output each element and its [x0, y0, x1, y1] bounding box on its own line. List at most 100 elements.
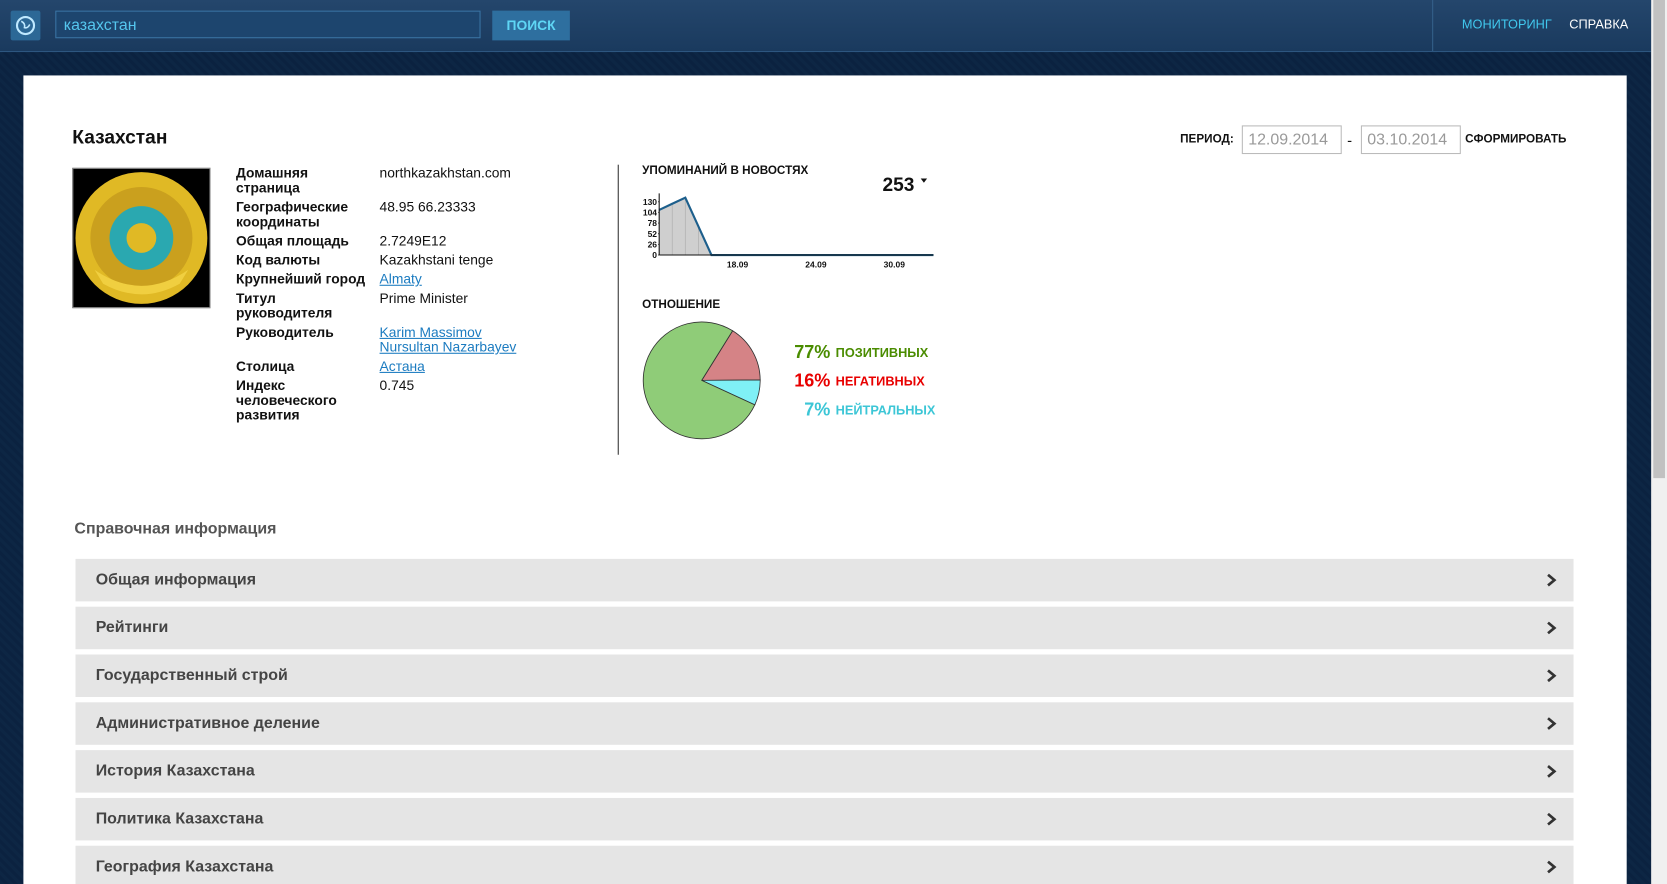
- legend-label: НЕЙТРАЛЬНЫХ: [836, 402, 936, 417]
- entity-title: Казахстан: [72, 126, 168, 148]
- scrollbar-thumb[interactable]: [1653, 0, 1665, 479]
- chevron-path: [1547, 717, 1557, 730]
- content-panel: [23, 75, 1627, 884]
- info-label: Руководитель: [236, 324, 334, 340]
- accordion-title: Государственный строй: [95, 666, 288, 685]
- info-row: Географические координаты 48.95 66.23333: [233, 199, 520, 233]
- chevron-path: [1547, 621, 1557, 635]
- x-tick-label: 24.09: [805, 260, 827, 270]
- y-tick-label: 130: [643, 197, 657, 207]
- info-value-cell: Prime Minister: [376, 290, 519, 324]
- x-tick-label: 30.09: [884, 260, 906, 270]
- info-value: 2.7249E12: [379, 232, 447, 249]
- period-separator: -: [1347, 131, 1353, 149]
- info-label: Крупнейший город: [236, 270, 366, 287]
- search-input[interactable]: казахстан: [55, 10, 481, 39]
- info-link[interactable]: Almaty: [379, 270, 422, 287]
- chevron-path: [1547, 860, 1557, 874]
- accordion-item[interactable]: Политика Казахстана: [75, 797, 1574, 841]
- info-row: Столица Астана: [233, 358, 520, 377]
- period-label: ПЕРИОД:: [1180, 132, 1234, 146]
- info-row: Код валюты Kazakhstani tenge: [233, 252, 520, 271]
- y-tick-label: 52: [648, 229, 658, 239]
- accordion-item[interactable]: Общая информация: [75, 558, 1574, 602]
- date-from[interactable]: 12.09.2014: [1241, 125, 1342, 155]
- accordion-title: Политика Казахстана: [95, 809, 264, 828]
- info-label: Код валюты: [236, 251, 321, 268]
- pie-slice: [642, 321, 756, 440]
- info-label: Индекс человеческого развития: [236, 377, 337, 423]
- area-fill: [659, 197, 934, 255]
- info-label: Географические координаты: [236, 198, 349, 230]
- legend-value: 16%: [794, 371, 830, 391]
- reference-title: Справочная информация: [74, 519, 277, 538]
- info-value: 0.745: [379, 377, 415, 394]
- accordion-title: История Казахстана: [95, 761, 255, 780]
- y-tick-label: 26: [648, 240, 658, 250]
- nav-link[interactable]: СПРАВКА: [1569, 17, 1629, 32]
- info-value: Kazakhstani tenge: [379, 251, 494, 268]
- info-row: Домашняя страница northkazakhstan.com: [233, 165, 520, 199]
- accordion-title: География Казахстана: [95, 857, 274, 876]
- legend-label: НЕГАТИВНЫХ: [836, 374, 926, 389]
- accordion-item[interactable]: Рейтинги: [75, 606, 1574, 650]
- info-value-cell: Kazakhstani tenge: [376, 252, 519, 271]
- info-row: Общая площадь 2.7249E12: [233, 233, 520, 252]
- info-row: Титул руководителя Prime Minister: [233, 290, 520, 324]
- search-button[interactable]: ПОИСК: [492, 10, 570, 41]
- info-value-cell: Almaty: [376, 271, 519, 290]
- chevron: [1547, 812, 1557, 826]
- info-label: Общая площадь: [236, 232, 349, 249]
- info-value-cell: 2.7249E12: [376, 233, 519, 252]
- total-dropdown: [920, 178, 928, 183]
- chevron-path: [1547, 765, 1557, 778]
- emblem-image: [75, 172, 208, 304]
- info-link[interactable]: Nursultan Nazarbayev: [379, 338, 517, 355]
- chevron: [1547, 669, 1557, 683]
- accordion-title: Общая информация: [95, 570, 257, 589]
- accordion-item[interactable]: Государственный строй: [75, 654, 1574, 697]
- info-value: northkazakhstan.com: [379, 164, 511, 181]
- info-label: Титул руководителя: [236, 290, 333, 321]
- chevron-path: [1547, 573, 1557, 587]
- y-tick-label: 104: [643, 208, 657, 218]
- info-value: Prime Minister: [379, 290, 468, 306]
- y-tick-label: 0: [652, 250, 657, 260]
- legend-value: 77%: [794, 342, 830, 362]
- chevron: [1547, 573, 1557, 587]
- legend-label: ПОЗИТИВНЫХ: [836, 345, 929, 360]
- accordion-title: Административное деление: [95, 714, 320, 733]
- info-row: Крупнейший город Almaty: [233, 271, 520, 290]
- chevron-path: [1547, 669, 1557, 683]
- info-value-cell: Астана: [376, 358, 519, 377]
- emblem: [72, 167, 211, 309]
- chevron: [1547, 717, 1557, 730]
- chart-title: ОТНОШЕНИЕ: [642, 298, 720, 311]
- globe-button[interactable]: [10, 10, 41, 41]
- nav-link[interactable]: МОНИТОРИНГ: [1461, 17, 1552, 32]
- pie-slice: [700, 330, 761, 381]
- info-table: Домашняя страница northkazakhstan.com Геог…: [233, 165, 520, 426]
- nav-separator: [1432, 0, 1434, 51]
- accordion-item[interactable]: Административное деление: [75, 702, 1574, 745]
- legend-value: 7%: [804, 399, 830, 419]
- globe-icon: [15, 15, 36, 36]
- top-bar: казахстан ПОИСК МОНИТОРИНГ СПРАВКА: [0, 0, 1652, 53]
- accordion-title: Рейтинги: [95, 618, 169, 637]
- mentions-total: 253: [882, 175, 914, 196]
- info-value-cell: 48.95 66.23333: [376, 199, 519, 233]
- info-value-cell: northkazakhstan.com: [376, 165, 519, 199]
- accordion-item[interactable]: География Казахстана: [75, 845, 1574, 884]
- generate-button[interactable]: СФОРМИРОВАТЬ: [1465, 132, 1567, 146]
- chevron: [1547, 765, 1557, 778]
- info-link[interactable]: Астана: [379, 358, 425, 374]
- info-link[interactable]: Karim Massimov: [379, 324, 482, 340]
- accordion-item[interactable]: История Казахстана: [75, 750, 1574, 793]
- date-to[interactable]: 03.10.2014: [1360, 125, 1461, 155]
- chevron-path: [1547, 812, 1557, 826]
- x-tick-label: 18.09: [727, 260, 749, 270]
- info-row: Руководитель Karim Massimov Nursultan Naza…: [233, 324, 520, 358]
- info-label: Домашняя страница: [236, 164, 309, 196]
